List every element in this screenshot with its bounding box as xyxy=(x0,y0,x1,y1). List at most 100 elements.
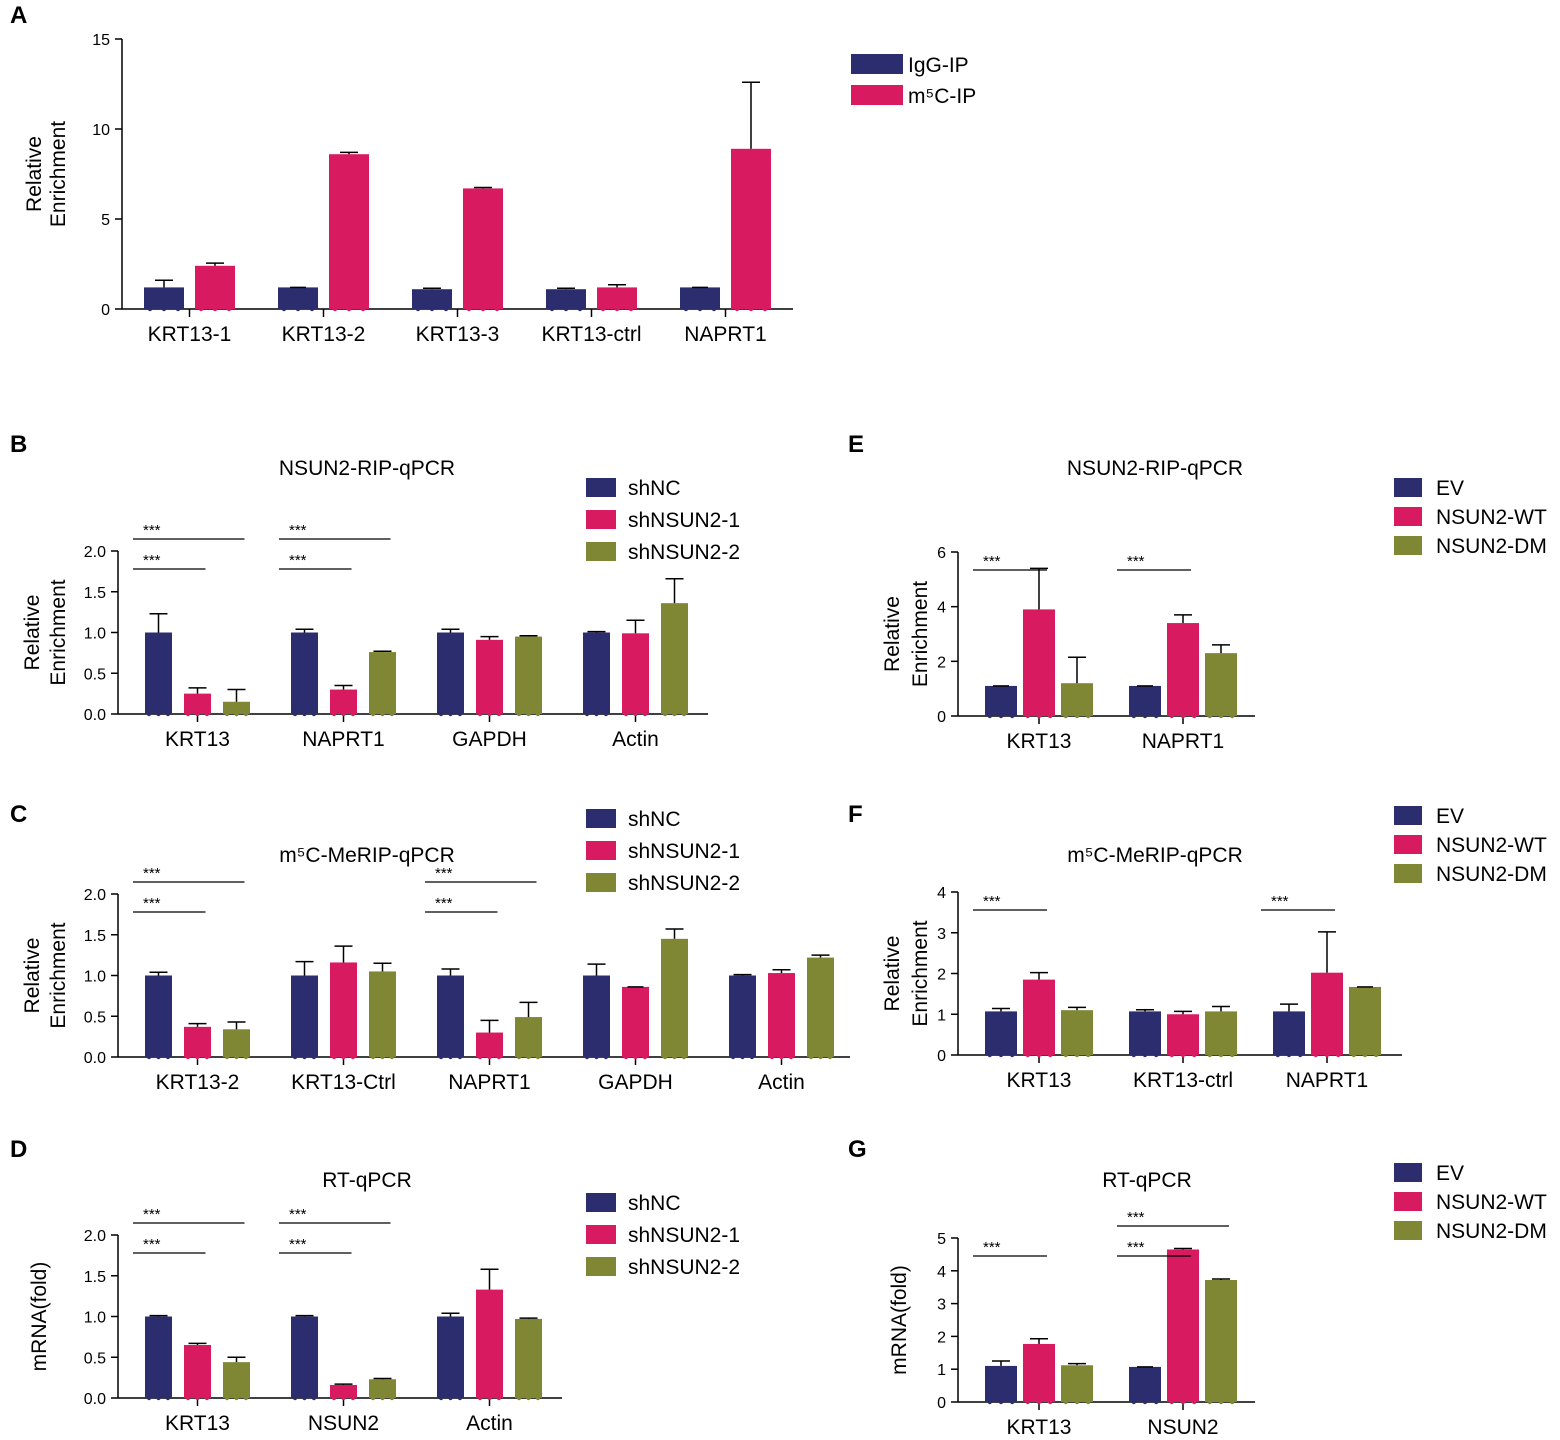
bar xyxy=(583,632,610,714)
y-tick-label: 6 xyxy=(937,545,946,562)
bar xyxy=(369,652,396,714)
legend-swatch xyxy=(1394,478,1422,497)
bar xyxy=(1167,1249,1199,1402)
data-point xyxy=(623,1054,629,1060)
data-point xyxy=(311,1054,317,1060)
data-point xyxy=(614,306,620,312)
data-point xyxy=(1313,1052,1319,1058)
y-axis-label: Enrichment xyxy=(47,922,70,1028)
data-point xyxy=(224,711,230,717)
data-point xyxy=(1086,713,1091,719)
bar xyxy=(145,975,172,1057)
data-point xyxy=(448,1395,453,1401)
data-point xyxy=(1324,1052,1330,1058)
data-point xyxy=(477,1395,483,1401)
x-tick-label: GAPDH xyxy=(598,1071,673,1094)
data-point xyxy=(415,306,421,312)
data-point xyxy=(389,711,395,717)
data-point xyxy=(331,1054,337,1060)
x-tick-label: KRT13 xyxy=(1007,1069,1072,1092)
bar xyxy=(184,1345,211,1398)
data-point xyxy=(1010,713,1015,719)
bar xyxy=(1061,1365,1093,1402)
data-point xyxy=(302,711,307,717)
x-tick-label: KRT13 xyxy=(1007,730,1072,753)
data-point xyxy=(309,306,315,312)
data-point xyxy=(1063,713,1069,719)
bar xyxy=(1129,1011,1161,1055)
chart-title: RT-qPCR xyxy=(322,1169,411,1192)
significance-label: *** xyxy=(289,522,307,539)
data-point xyxy=(185,1054,191,1060)
data-point xyxy=(516,1395,522,1401)
data-point xyxy=(516,1054,522,1060)
y-tick-label: 10 xyxy=(92,122,110,139)
legend-swatch xyxy=(586,809,616,828)
data-point xyxy=(1010,1052,1015,1058)
x-tick-label: KRT13 xyxy=(1007,1416,1072,1439)
data-point xyxy=(584,711,590,717)
bar xyxy=(546,289,586,309)
data-point xyxy=(146,1054,152,1060)
bar xyxy=(622,986,649,1057)
x-tick-label: KRT13 xyxy=(165,1412,230,1435)
data-point xyxy=(380,1395,385,1401)
y-tick-label: 2 xyxy=(937,967,946,984)
data-point xyxy=(204,1395,210,1401)
bar xyxy=(1205,1011,1237,1055)
chart-title: NSUN2-RIP-qPCR xyxy=(1067,457,1243,480)
data-point xyxy=(295,306,301,312)
data-point xyxy=(185,1395,191,1401)
y-tick-label: 1.5 xyxy=(84,1269,106,1286)
data-point xyxy=(243,1395,249,1401)
y-tick-label: 0 xyxy=(937,1048,946,1065)
chart-title: NSUN2-RIP-qPCR xyxy=(279,457,455,480)
y-axis-label: Enrichment xyxy=(909,581,932,687)
data-point xyxy=(438,1395,444,1401)
data-point xyxy=(156,711,161,717)
y-tick-label: 1.5 xyxy=(84,928,106,945)
y-axis-label: Relative xyxy=(881,596,904,672)
data-point xyxy=(987,1052,992,1058)
data-point xyxy=(818,1054,823,1060)
x-tick-label: NSUN2 xyxy=(1147,1416,1218,1439)
y-tick-label: 0.5 xyxy=(84,666,106,683)
legend-swatch xyxy=(586,478,616,497)
bar xyxy=(1311,972,1343,1055)
x-tick-label: NAPRT1 xyxy=(448,1071,530,1094)
data-point xyxy=(1207,1052,1213,1058)
data-point xyxy=(331,711,337,717)
data-point xyxy=(535,1054,541,1060)
data-point xyxy=(1218,1399,1224,1405)
data-point xyxy=(1010,1399,1015,1405)
data-point xyxy=(302,1054,307,1060)
bar xyxy=(1205,1279,1237,1402)
data-point xyxy=(429,306,435,312)
data-point xyxy=(360,306,366,312)
bar xyxy=(622,633,649,714)
data-point xyxy=(762,306,768,312)
panel-letter: G xyxy=(848,1136,867,1163)
data-point xyxy=(740,1054,745,1060)
data-point xyxy=(1142,1399,1148,1405)
bar xyxy=(145,1316,172,1398)
y-tick-label: 3 xyxy=(937,926,946,943)
data-point xyxy=(1336,1052,1341,1058)
legend-label: m⁵C-IP xyxy=(908,85,976,108)
panel-letter: B xyxy=(10,431,27,458)
legend-label: shNSUN2-1 xyxy=(628,509,740,532)
bar xyxy=(476,639,503,714)
data-point xyxy=(633,1054,638,1060)
legend-swatch xyxy=(586,542,616,561)
x-tick-label: KRT13 xyxy=(165,728,230,751)
x-tick-label: KRT13-Ctrl xyxy=(291,1071,396,1094)
data-point xyxy=(642,711,648,717)
y-axis-label: Relative xyxy=(23,136,46,212)
data-point xyxy=(749,1054,755,1060)
data-point xyxy=(234,1395,239,1401)
data-point xyxy=(292,1054,298,1060)
bar xyxy=(1167,1014,1199,1055)
legend-swatch xyxy=(586,1193,616,1212)
legend-swatch xyxy=(1394,1163,1422,1182)
bar xyxy=(515,1017,542,1057)
